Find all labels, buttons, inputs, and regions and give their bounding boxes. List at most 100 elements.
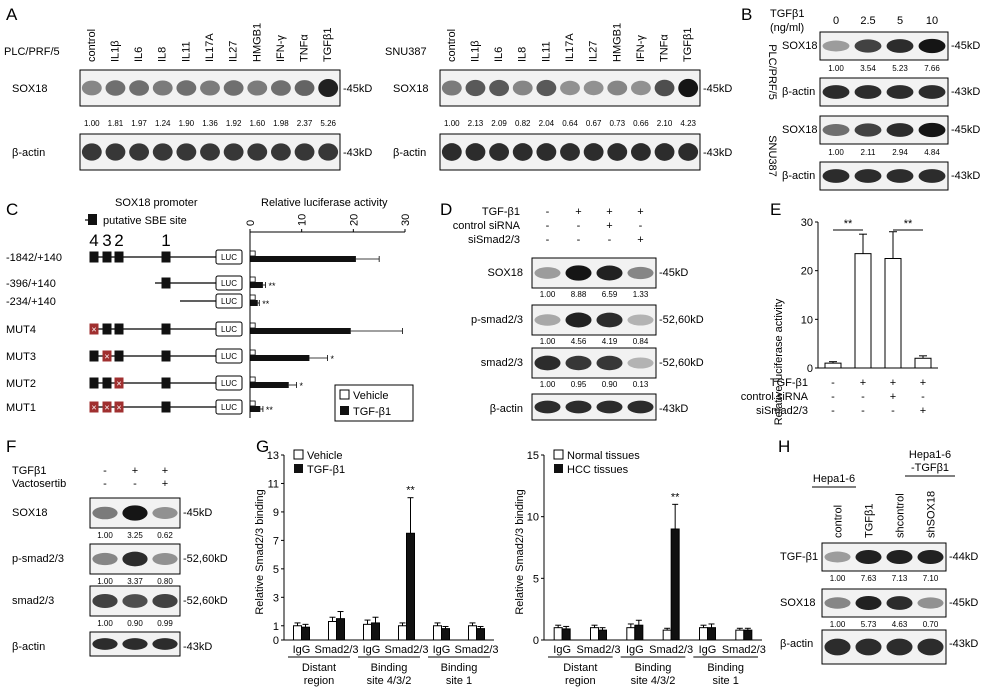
sbe-label: putative SBE site <box>103 215 187 227</box>
band <box>534 400 561 414</box>
size-label: -52,60kD <box>183 553 228 565</box>
sbe-site <box>114 323 124 335</box>
lane-label: IFN-γ <box>635 35 647 62</box>
band <box>122 551 148 567</box>
band <box>536 79 557 97</box>
svg-text:×: × <box>91 325 96 335</box>
condition-sign: + <box>920 405 926 417</box>
lane-label: HMGB1 <box>611 23 623 62</box>
tick-label: 13 <box>267 450 279 462</box>
legend-label: Normal tissues <box>567 450 640 462</box>
densitometry-value: 5.23 <box>892 64 908 73</box>
panel-letter-g: G <box>256 437 269 456</box>
densitometry-value: 7.13 <box>892 574 908 583</box>
densitometry-value: 2.11 <box>861 148 877 157</box>
blot-strip <box>89 543 181 575</box>
mutated-site <box>89 323 99 335</box>
condition-sign: + <box>162 478 168 490</box>
chart-e: Relative luciferase activity 0 10 20 30 ** **… <box>741 217 938 425</box>
densitometry-value: 1.92 <box>226 119 242 128</box>
promoter-title: SOX18 promoter <box>115 197 198 209</box>
mutated-site <box>102 401 112 413</box>
lane-label: IL17A <box>564 33 576 62</box>
cell-line-label: PLC/PRF/5 <box>4 46 60 58</box>
lane-label: IFN-γ <box>275 35 287 62</box>
reporter-label: LUC <box>221 325 237 334</box>
band <box>596 400 623 414</box>
densitometry-value: 1.00 <box>444 119 460 128</box>
construct-label: -396/+140 <box>6 278 56 290</box>
bar-open <box>398 625 407 641</box>
y-axis-label-right: Relative Smad2/3 binding <box>514 489 526 614</box>
densitometry-value: 1.33 <box>633 290 649 299</box>
densitometry-value: 1.97 <box>131 119 147 128</box>
row-label: β-actin <box>780 638 813 650</box>
blot-strip <box>89 497 181 529</box>
subcategory-label: IgG <box>363 644 381 656</box>
band <box>565 400 592 414</box>
bar-open <box>735 629 745 641</box>
band <box>822 85 850 99</box>
condition-sign: - <box>921 391 925 403</box>
densitometry-value: 2.37 <box>297 119 313 128</box>
size-label: -52,60kD <box>659 314 704 326</box>
blot-strip <box>79 133 341 171</box>
band <box>824 597 851 609</box>
lane-label: IL6 <box>493 47 505 62</box>
lane-label: IL11 <box>180 41 192 62</box>
densitometry-value: 1.36 <box>202 119 218 128</box>
blot-a-right: SNU387 control IL1β IL6 IL8 IL11 IL17A IL27 HMG… <box>385 23 732 171</box>
lane-label: shSOX18 <box>926 491 938 538</box>
svg-text:×: × <box>104 403 109 413</box>
significance: ** <box>844 218 853 230</box>
band <box>122 505 148 521</box>
dose-label: 10 <box>926 15 938 27</box>
tick-label: 20 <box>801 266 813 278</box>
lane-label: TGFβ1 <box>322 28 334 62</box>
group-label: Distant <box>302 662 336 674</box>
condition-sign: + <box>132 465 138 477</box>
sbe-site <box>102 377 112 389</box>
condition-sign: - <box>577 220 581 232</box>
densitometry-value: 1.90 <box>179 119 195 128</box>
band <box>152 507 178 519</box>
sbe-site <box>161 323 171 335</box>
cell-line-label: SNU387 <box>766 135 778 177</box>
size-label: -43kD <box>183 641 212 653</box>
bar-vehicle <box>249 376 256 383</box>
band <box>105 143 126 161</box>
densitometry-value: 2.04 <box>539 119 555 128</box>
size-label: -43kD <box>659 403 688 415</box>
condition-label: TGF-β1 <box>482 206 520 218</box>
group-label: region <box>565 675 596 687</box>
blot-strip <box>821 542 947 572</box>
blot-strip <box>89 631 181 657</box>
legend-label: TGF-β1 <box>353 406 391 418</box>
bar-open <box>699 627 708 641</box>
blot-d: TGF-β1 - + + + control siRNA - - + - siSmad2/3 - - - +… <box>453 206 704 421</box>
condition-label: control siRNA <box>741 391 809 403</box>
condition-sign: + <box>860 377 866 389</box>
band <box>465 143 486 161</box>
lane-label: IL8 <box>157 47 169 62</box>
condition-sign: - <box>577 234 581 246</box>
densitometry-value: 0.99 <box>157 619 173 628</box>
row-label: SOX18 <box>12 507 47 519</box>
condition-sign: - <box>831 377 835 389</box>
subcategory-label: Smad2/3 <box>722 644 766 656</box>
dose-label: 5 <box>897 15 903 27</box>
group-label: Binding <box>441 662 478 674</box>
bar-filled <box>598 629 607 641</box>
densitometry-value: 2.10 <box>657 119 673 128</box>
subcategory-label: Smad2/3 <box>454 644 498 656</box>
row-label: p-smad2/3 <box>471 314 523 326</box>
dose-label: 2.5 <box>860 15 875 27</box>
band <box>854 39 882 53</box>
densitometry-value: 1.00 <box>540 290 556 299</box>
condition-sign: - <box>891 405 895 417</box>
band <box>596 265 623 281</box>
size-label: -45kD <box>949 597 978 609</box>
mutated-site <box>89 401 99 413</box>
band <box>122 594 148 608</box>
condition-sign: + <box>606 206 612 218</box>
